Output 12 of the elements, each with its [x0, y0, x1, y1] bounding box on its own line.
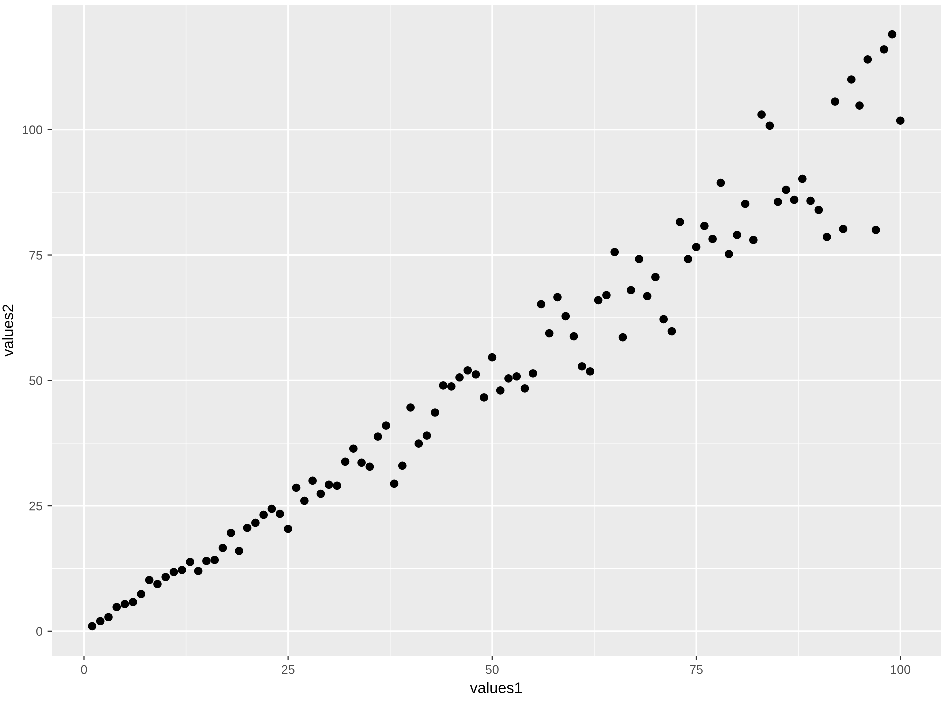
x-tick-label: 0 [81, 665, 88, 674]
y-tick-label: 50 [30, 376, 42, 386]
x-tick-label: 50 [486, 665, 499, 674]
y-tick-label: 75 [30, 251, 42, 260]
y-tick-label: 0 [36, 627, 42, 636]
y-tick-label: 100 [23, 126, 42, 135]
x-tick-label: 100 [891, 665, 911, 674]
x-tick-label: 25 [282, 665, 295, 674]
x-tick-label: 75 [690, 665, 703, 674]
x-axis-title: values1 [470, 682, 522, 694]
y-axis-title: values2 [2, 304, 14, 357]
y-tick-label: 25 [30, 502, 42, 511]
